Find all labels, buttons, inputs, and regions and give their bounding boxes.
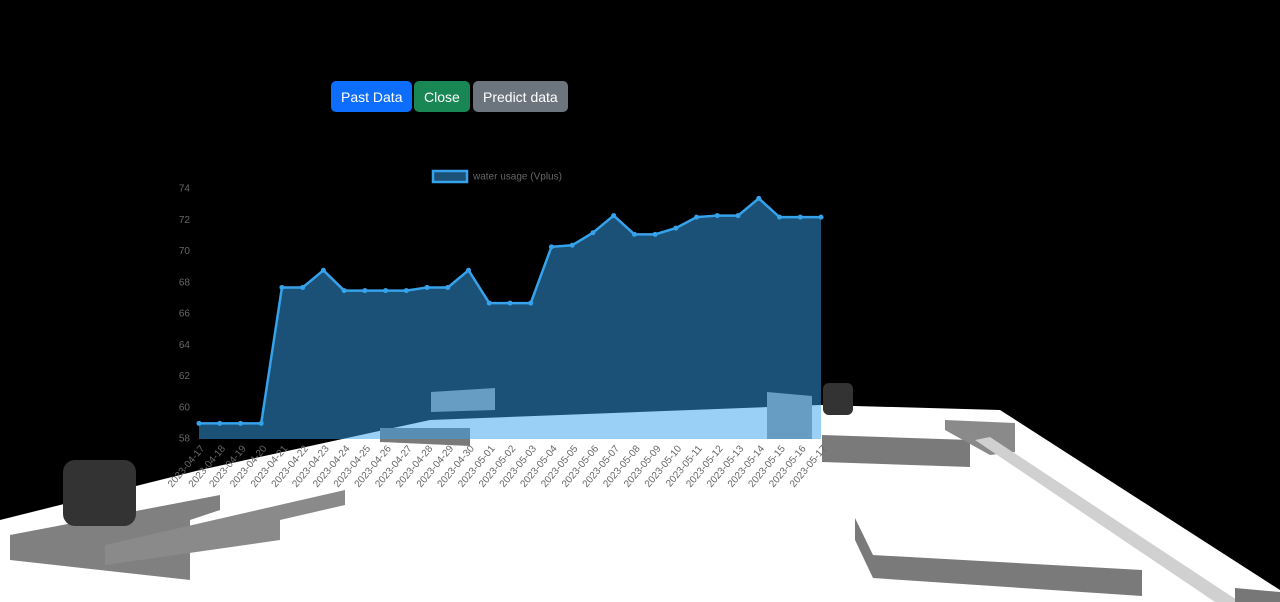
point	[590, 230, 596, 236]
y-tick-label: 62	[179, 371, 191, 382]
point	[631, 231, 637, 237]
predict-data-button[interactable]: Predict data	[473, 81, 568, 112]
block	[10, 495, 220, 580]
close-button[interactable]: Close	[414, 81, 470, 112]
point	[466, 267, 472, 273]
point	[507, 300, 513, 306]
point	[403, 288, 409, 294]
y-tick-label: 74	[179, 184, 191, 195]
y-tick-label: 66	[179, 309, 191, 320]
point	[383, 288, 389, 294]
point	[818, 214, 824, 220]
point	[279, 284, 285, 290]
point	[673, 225, 679, 231]
point	[735, 213, 741, 219]
block	[975, 437, 1240, 602]
y-tick-label: 72	[179, 215, 191, 226]
y-tick-label: 64	[179, 340, 191, 351]
y-tick-label: 60	[179, 402, 191, 413]
legend-label: water usage (Vplus)	[472, 172, 562, 183]
legend-swatch	[431, 169, 469, 184]
point	[237, 420, 243, 426]
point	[196, 420, 202, 426]
point	[486, 300, 492, 306]
point	[217, 420, 223, 426]
y-tick-label: 70	[179, 246, 191, 257]
point	[258, 420, 264, 426]
block	[855, 518, 1142, 596]
y-tick-label: 68	[179, 277, 191, 288]
point	[777, 214, 783, 220]
point	[548, 244, 554, 250]
point	[652, 231, 658, 237]
past-data-button[interactable]: Past Data	[331, 81, 413, 112]
point	[694, 214, 700, 220]
block	[1235, 588, 1280, 602]
point	[611, 213, 617, 219]
point	[362, 288, 368, 294]
point	[714, 213, 720, 219]
point	[320, 267, 326, 273]
point	[528, 300, 534, 306]
tank	[823, 383, 853, 415]
block	[105, 490, 345, 565]
tank	[63, 460, 136, 526]
block	[822, 435, 970, 467]
point	[424, 284, 430, 290]
point	[569, 242, 575, 248]
area	[199, 198, 821, 439]
point	[341, 288, 347, 294]
point	[445, 284, 451, 290]
point	[756, 195, 762, 201]
point	[300, 284, 306, 290]
point	[797, 214, 803, 220]
y-tick-label: 58	[179, 434, 191, 445]
